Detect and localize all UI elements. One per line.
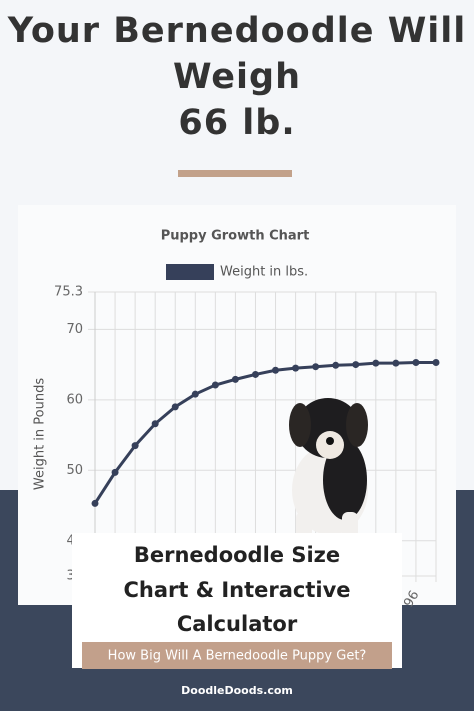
- data-point: [352, 361, 360, 369]
- puppy-head: [296, 398, 360, 458]
- data-point: [372, 359, 380, 367]
- data-point: [332, 361, 340, 369]
- data-point: [312, 363, 320, 371]
- subtitle-pill: [82, 642, 392, 669]
- chart-title: Puppy Growth Chart: [161, 229, 310, 244]
- data-point: [251, 370, 259, 378]
- y-tick-label: 75.3: [54, 285, 83, 300]
- y-tick-label: 60: [66, 392, 83, 407]
- data-point: [171, 403, 179, 411]
- data-point: [131, 442, 139, 450]
- legend-swatch: [166, 264, 214, 280]
- puppy-ear: [289, 403, 311, 447]
- headline: Your Bernedoodle Will: [7, 11, 467, 51]
- data-point: [91, 499, 99, 507]
- puppy-ear: [346, 403, 368, 447]
- puppy-back: [323, 440, 367, 520]
- y-tick-label: 50: [66, 463, 83, 478]
- card-title: Calculator: [177, 612, 298, 636]
- card-subtitle: How Big Will A Bernedoodle Puppy Get?: [108, 649, 367, 664]
- data-point: [151, 420, 159, 428]
- headline: Weigh: [173, 57, 301, 97]
- footer: DoodleDoods.com: [181, 684, 293, 697]
- card-title: Chart & Interactive: [123, 578, 350, 602]
- puppy: [289, 398, 368, 544]
- x-tick-label: 96: [401, 588, 422, 610]
- puppy-nose: [326, 437, 334, 445]
- headline: 66 lb.: [178, 103, 295, 143]
- data-point: [111, 468, 119, 476]
- divider: [178, 170, 292, 177]
- data-point: [392, 359, 400, 367]
- data-point: [432, 358, 440, 366]
- data-point: [412, 358, 420, 366]
- card-title: Bernedoodle Size: [134, 543, 340, 567]
- y-tick-label: 70: [66, 322, 83, 337]
- data-point: [292, 364, 300, 372]
- data-point: [191, 390, 199, 398]
- legend-label: Weight in lbs.: [220, 265, 308, 280]
- data-point: [211, 381, 219, 389]
- data-point: [231, 375, 239, 383]
- data-point: [272, 366, 280, 374]
- y-axis-label: Weight in Pounds: [33, 378, 48, 490]
